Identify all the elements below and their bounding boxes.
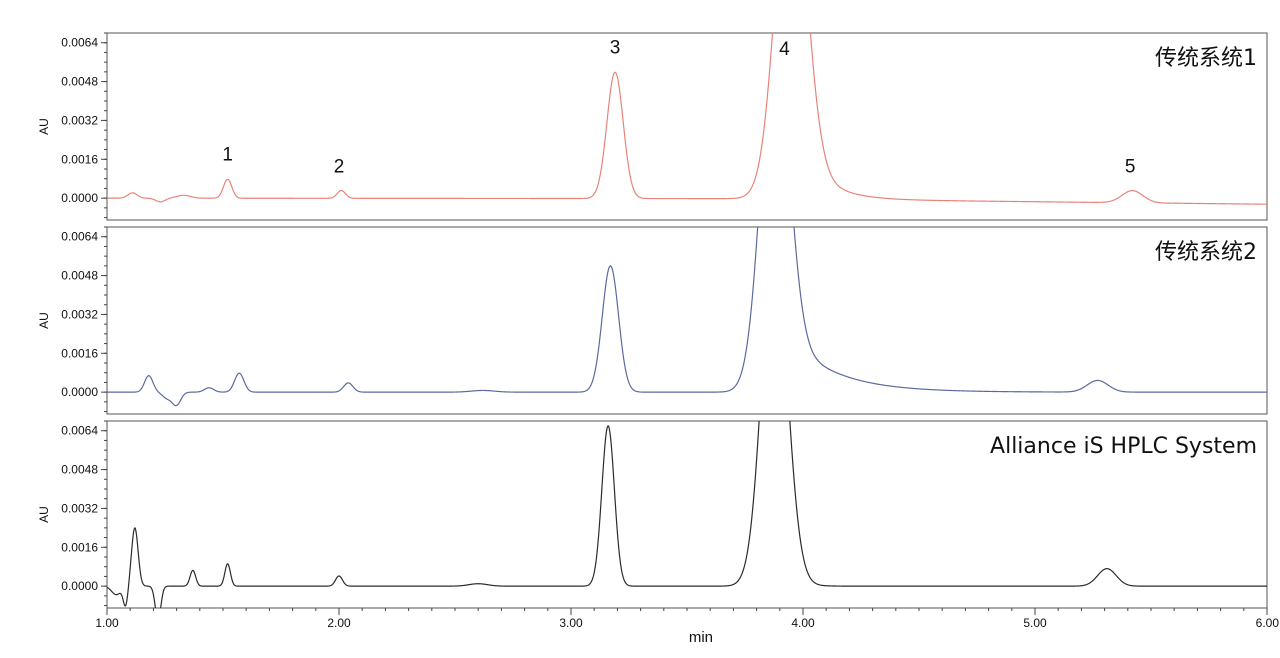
x-tick-label: 4.00 xyxy=(791,616,815,630)
panel-frame xyxy=(106,32,1268,221)
y-tick-label: 0.0016 xyxy=(61,152,98,166)
y-tick-label: 0.0000 xyxy=(61,579,98,593)
x-tick-label: 6.00 xyxy=(1256,616,1280,630)
panel-frame xyxy=(106,226,1268,415)
y-tick-label: 0.0048 xyxy=(61,269,98,283)
peak-label-4: 4 xyxy=(779,39,790,60)
panel-title: 传统系统1 xyxy=(1155,46,1257,71)
y-axis: 0.0000 0.0016 0.0032 0.0048 0.0064 AU xyxy=(37,32,107,219)
x-tick-label: 5.00 xyxy=(1023,616,1047,630)
y-tick-label: 0.0032 xyxy=(61,113,98,127)
y-tick-label: 0.0048 xyxy=(61,463,98,477)
y-tick-label: 0.0000 xyxy=(61,385,98,399)
panel-2: 0.0000 0.0016 0.0032 0.0048 0.0064 AU 传统系统2 xyxy=(37,226,1268,415)
y-tick-label: 0.0016 xyxy=(61,540,98,554)
chart-panels: 0.0000 0.0016 0.0032 0.0048 0.0064 AU 传统系统1 1 2 3… xyxy=(37,32,1268,609)
panel-1: 0.0000 0.0016 0.0032 0.0048 0.0064 AU 传统系统1 1 2 3… xyxy=(37,32,1268,221)
peak-label-1: 1 xyxy=(222,145,233,166)
y-tick-label: 0.0016 xyxy=(61,346,98,360)
x-tick-label: 1.00 xyxy=(95,616,119,630)
peak-label-3: 3 xyxy=(610,38,621,59)
y-tick-label: 0.0064 xyxy=(61,36,98,50)
y-axis-title: AU xyxy=(37,312,51,329)
y-axis-title: AU xyxy=(37,506,51,523)
series-line xyxy=(107,33,1267,205)
x-tick-label: 2.00 xyxy=(327,616,351,630)
y-tick-label: 0.0064 xyxy=(61,230,98,244)
y-axis: 0.0000 0.0016 0.0032 0.0048 0.0064 AU xyxy=(37,226,107,413)
x-tick-label: 3.00 xyxy=(559,616,583,630)
x-axis: 1.00 2.00 3.00 4.00 5.00 6.00 xyxy=(95,608,1279,630)
series-line xyxy=(107,227,1267,407)
panel-title: Alliance iS HPLC System xyxy=(990,434,1257,459)
y-tick-label: 0.0048 xyxy=(61,75,98,89)
peak-label-2: 2 xyxy=(334,157,345,178)
y-tick-label: 0.0064 xyxy=(61,424,98,438)
x-axis-title: min xyxy=(689,629,713,646)
y-axis-title: AU xyxy=(37,118,51,135)
y-tick-label: 0.0032 xyxy=(61,307,98,321)
y-axis: 0.0000 0.0016 0.0032 0.0048 0.0064 AU xyxy=(37,420,107,607)
panel-3: 0.0000 0.0016 0.0032 0.0048 0.0064 AU Alliance… xyxy=(37,420,1268,609)
y-tick-label: 0.0032 xyxy=(61,501,98,515)
panel-title: 传统系统2 xyxy=(1155,240,1257,265)
y-tick-label: 0.0000 xyxy=(61,191,98,205)
peak-label-5: 5 xyxy=(1125,157,1136,178)
series-line xyxy=(107,421,1267,608)
